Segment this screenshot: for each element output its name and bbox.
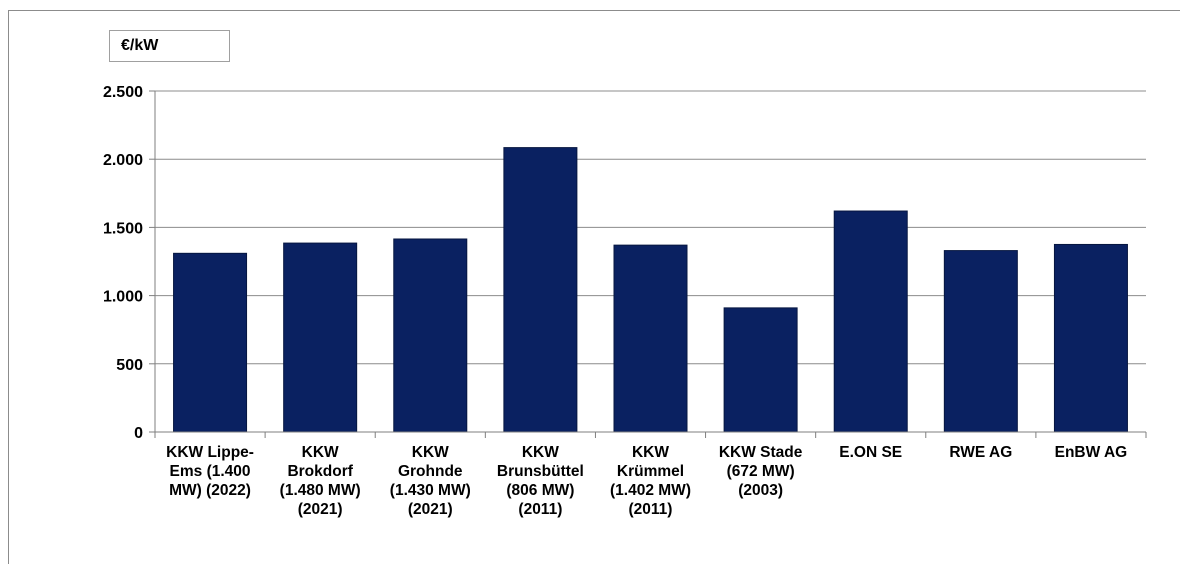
category-label: KKW Brokdorf (1.480 MW) (2021) bbox=[280, 444, 361, 518]
category-label-line: KKW bbox=[522, 444, 559, 461]
category-label: RWE AG bbox=[949, 444, 1012, 461]
category-label-line: Krümmel bbox=[617, 463, 684, 480]
y-tick-label: 2.000 bbox=[103, 152, 143, 169]
bar bbox=[393, 238, 468, 433]
category-label-line: (1.480 MW) bbox=[280, 482, 361, 499]
category-labels: KKW Lippe- Ems (1.400 MW) (2022) KKW Brokdor… bbox=[166, 444, 1127, 518]
y-tick-labels: 0 500 1.000 1.500 2.000 2.500 bbox=[103, 84, 143, 442]
bar bbox=[173, 252, 248, 433]
category-label-line: (806 MW) bbox=[506, 482, 574, 499]
category-label-line: (672 MW) bbox=[727, 463, 795, 480]
category-label: KKW Brunsbüttel (806 MW) (2011) bbox=[497, 444, 584, 518]
bar bbox=[613, 244, 688, 433]
category-label-line: KKW bbox=[412, 444, 449, 461]
bars bbox=[173, 147, 1128, 433]
category-label-line: Brokdorf bbox=[287, 463, 353, 480]
y-tick-label: 0 bbox=[134, 425, 143, 442]
category-label-line: (2011) bbox=[518, 501, 562, 518]
axes bbox=[149, 90, 1147, 438]
chart-frame bbox=[8, 10, 1180, 564]
category-label-line: EnBW AG bbox=[1055, 444, 1128, 461]
unit-label: €/kW bbox=[109, 30, 230, 62]
category-label: E.ON SE bbox=[839, 444, 902, 461]
category-label-line: E.ON SE bbox=[839, 444, 902, 461]
y-tick-label: 500 bbox=[116, 357, 143, 374]
category-label-line: Ems (1.400 bbox=[170, 463, 251, 480]
category-label: KKW Krümmel (1.402 MW) (2011) bbox=[610, 444, 691, 518]
category-label-line: (2003) bbox=[738, 482, 783, 499]
bar bbox=[833, 210, 908, 433]
bar bbox=[723, 307, 798, 433]
category-label-line: (1.402 MW) bbox=[610, 482, 691, 499]
bar bbox=[943, 250, 1018, 433]
category-label-line: KKW bbox=[302, 444, 339, 461]
y-tick-label: 1.000 bbox=[103, 289, 143, 306]
category-label-line: KKW Stade bbox=[719, 444, 803, 461]
y-tick-label: 2.500 bbox=[103, 84, 143, 101]
bar bbox=[283, 242, 358, 433]
bar bbox=[503, 147, 578, 433]
bar bbox=[1053, 243, 1128, 433]
category-label-line: MW) (2022) bbox=[169, 482, 251, 499]
category-label-line: (2011) bbox=[629, 501, 673, 518]
y-tick-label: 1.500 bbox=[103, 220, 143, 237]
category-label-line: KKW Lippe- bbox=[166, 444, 254, 461]
category-label-line: RWE AG bbox=[949, 444, 1012, 461]
category-label-line: (1.430 MW) bbox=[390, 482, 471, 499]
category-label: KKW Stade (672 MW) (2003) bbox=[719, 444, 803, 499]
category-label-line: (2021) bbox=[298, 501, 343, 518]
category-label: KKW Lippe- Ems (1.400 MW) (2022) bbox=[166, 444, 254, 499]
category-label: EnBW AG bbox=[1055, 444, 1128, 461]
category-label-line: (2021) bbox=[408, 501, 453, 518]
category-label-line: Brunsbüttel bbox=[497, 463, 584, 480]
category-label: KKW Grohnde (1.430 MW) (2021) bbox=[390, 444, 471, 518]
category-label-line: KKW bbox=[632, 444, 669, 461]
category-label-line: Grohnde bbox=[398, 463, 463, 480]
